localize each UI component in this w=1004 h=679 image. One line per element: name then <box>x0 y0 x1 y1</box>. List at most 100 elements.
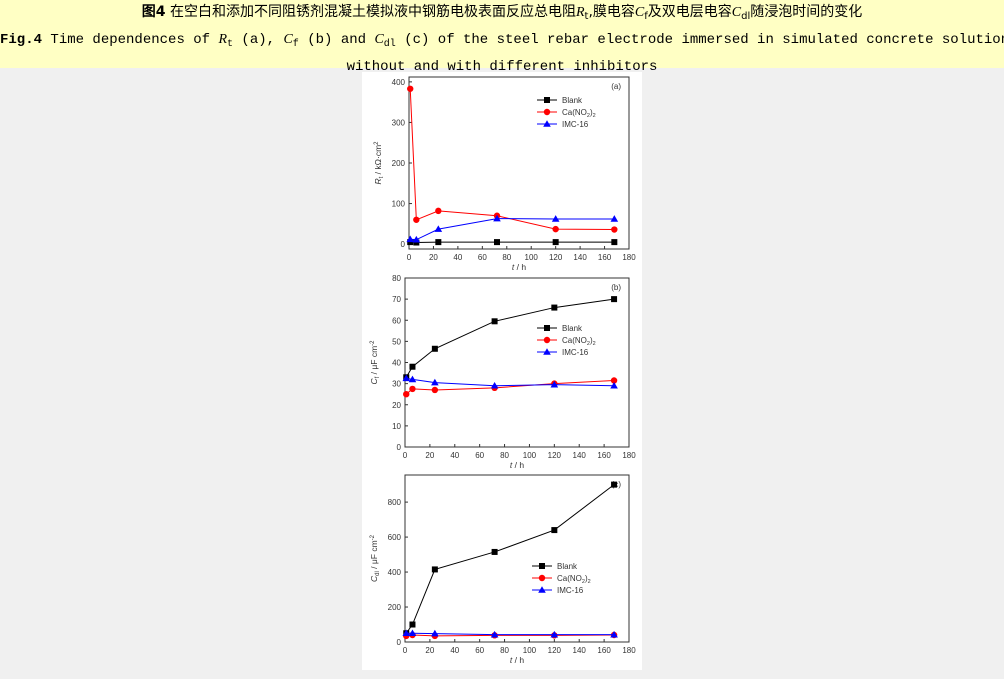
triangle-marker <box>431 629 439 637</box>
x-tick-label: 160 <box>598 253 612 262</box>
circle-marker <box>435 207 442 215</box>
caption-text: (b) and <box>298 32 375 48</box>
caption-text: ,膜电容 <box>588 4 635 20</box>
x-tick-label: 0 <box>403 451 408 460</box>
square-marker <box>431 345 438 352</box>
square-marker <box>431 566 438 573</box>
legend-label: Ca(NO2)2 <box>557 574 591 585</box>
caption-text: 随浸泡时间的变化 <box>750 4 863 20</box>
symbol-sub: f <box>292 39 299 50</box>
symbol-c: C <box>634 5 645 20</box>
square-marker <box>413 239 420 246</box>
triangle-marker <box>490 630 499 638</box>
legend-label: Blank <box>562 324 583 333</box>
legend-sub: 2 <box>582 579 585 585</box>
triangle-marker <box>431 378 439 386</box>
triangle-marker <box>412 235 421 243</box>
square-marker <box>544 325 550 331</box>
caption-english-line2: without and with different inhibitors <box>346 59 658 75</box>
caption-english: Fig.4 Time dependences of Rt (a), Cf (b)… <box>0 29 1004 56</box>
circle-marker <box>552 225 559 233</box>
y-tick-label: 100 <box>392 200 406 209</box>
legend-text: Ca(NO <box>562 108 587 117</box>
symbol-r: R <box>575 5 585 20</box>
caption-fig-number-zh: 图4 <box>141 4 166 20</box>
x-tick-label: 20 <box>425 646 434 655</box>
x-tick-label: 80 <box>502 253 511 262</box>
caption-text: (a), <box>233 32 284 48</box>
legend-text: ) <box>590 336 593 345</box>
triangle-marker <box>493 214 501 222</box>
y-tick-label: 800 <box>388 498 402 507</box>
legend-text: ) <box>590 108 593 117</box>
triangle-marker <box>543 348 551 355</box>
figure-image: 0 20 40 60 80 100 120 140 160 180 0 100 200 300 400 t /… <box>362 72 642 670</box>
triangle-marker <box>402 629 411 637</box>
caption-text: 在空白和添加不同阻锈剂混凝土模拟液中钢筋电极表面反应总电阻 <box>165 4 576 20</box>
x-axis-label: t / h <box>510 460 524 470</box>
y-tick-label: 50 <box>392 337 401 346</box>
y-tick-label: 600 <box>388 533 402 542</box>
series-imc-16 <box>406 214 619 243</box>
legend-label: Ca(NO2)2 <box>562 108 596 119</box>
x-axis-label: t / h <box>510 655 524 665</box>
symbol-r: R <box>218 32 228 47</box>
x-axis-symbol: t <box>512 262 515 272</box>
y-tick-label: 10 <box>392 422 401 431</box>
symbol-sub: dl <box>741 11 751 22</box>
legend-label: Ca(NO2)2 <box>562 336 596 347</box>
y-axis-subscript: f <box>375 376 381 378</box>
series-blank <box>403 481 618 637</box>
y-tick-label: 400 <box>388 568 402 577</box>
y-axis-subscript: dl <box>375 571 381 576</box>
square-marker <box>551 304 558 311</box>
triangle-marker <box>550 380 559 388</box>
square-marker <box>407 239 414 246</box>
square-marker <box>611 296 618 303</box>
y-tick-label: 40 <box>392 359 401 368</box>
x-tick-label: 60 <box>475 451 484 460</box>
x-tick-label: 140 <box>573 253 587 262</box>
triangle-marker <box>543 120 551 127</box>
y-axis-symbol: C <box>369 378 379 385</box>
circle-marker <box>407 85 414 92</box>
plot-frame <box>404 474 630 643</box>
x-axis-symbol: t <box>510 655 513 665</box>
y-axis-subscript: t <box>379 176 385 178</box>
triangle-marker <box>550 630 559 638</box>
symbol-c: C <box>374 32 384 47</box>
x-tick-label: 160 <box>597 646 611 655</box>
legend-sub: 2 <box>587 113 590 119</box>
circle-marker <box>403 390 410 398</box>
triangle-marker <box>402 374 411 382</box>
x-tick-label: 40 <box>453 253 462 262</box>
legend-label: IMC-16 <box>562 348 589 357</box>
circle-marker <box>543 108 551 116</box>
panel-label: (a) <box>611 82 621 91</box>
x-tick-label: 80 <box>500 451 509 460</box>
x-tick-label: 140 <box>573 646 587 655</box>
x-tick-label: 80 <box>500 646 509 655</box>
figure-caption: 图4 在空白和添加不同阻锈剂混凝土模拟液中钢筋电极表面反应总电阻Rt,膜电容Cf… <box>0 0 1004 75</box>
square-marker <box>552 239 559 246</box>
triangle-marker <box>406 235 415 243</box>
y-axis-symbol: C <box>369 575 379 582</box>
series-ca-no2-2 <box>407 85 618 233</box>
triangle-marker <box>408 375 417 383</box>
x-tick-label: 120 <box>549 253 563 262</box>
legend-label: IMC-16 <box>557 586 584 595</box>
square-marker <box>491 548 498 555</box>
triangle-marker <box>538 586 546 593</box>
y-axis-unit: / μF cm <box>369 540 379 571</box>
x-tick-label: 120 <box>548 451 562 460</box>
square-marker <box>539 563 545 569</box>
x-tick-label: 100 <box>523 646 537 655</box>
legend-sub: 2 <box>593 113 596 119</box>
legend-text: Ca(NO <box>557 574 582 583</box>
circle-marker <box>611 226 618 233</box>
x-tick-label: 60 <box>478 253 487 262</box>
y-tick-label: 70 <box>392 295 401 304</box>
triangle-marker <box>610 215 619 222</box>
square-marker <box>551 527 558 534</box>
